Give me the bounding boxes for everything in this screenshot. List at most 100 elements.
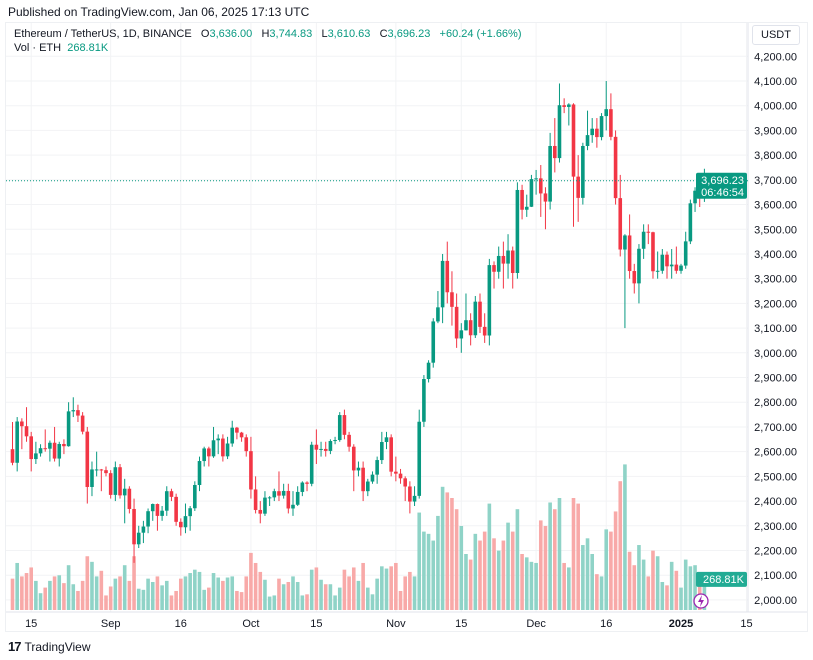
candle-body[interactable] xyxy=(160,510,164,516)
candle-body[interactable] xyxy=(581,145,585,198)
candle-body[interactable] xyxy=(482,326,487,336)
candle-body[interactable] xyxy=(235,427,239,433)
candle-body[interactable] xyxy=(375,460,379,475)
volume-label[interactable]: Vol · ETH xyxy=(14,42,62,54)
candle-body[interactable] xyxy=(132,508,136,545)
candle-body[interactable] xyxy=(384,437,389,443)
candle-body[interactable] xyxy=(646,231,651,233)
candle-body[interactable] xyxy=(506,250,510,264)
candle-body[interactable] xyxy=(534,178,538,180)
candle-body[interactable] xyxy=(34,453,38,460)
candle-body[interactable] xyxy=(52,442,57,459)
candle-body[interactable] xyxy=(548,145,552,202)
candle-body[interactable] xyxy=(669,264,674,267)
candle-body[interactable] xyxy=(146,511,150,527)
candle-body[interactable] xyxy=(253,489,258,510)
candle-body[interactable] xyxy=(48,442,52,449)
candle-body[interactable] xyxy=(122,488,127,496)
candle-body[interactable] xyxy=(150,504,155,512)
candle-body[interactable] xyxy=(609,109,613,137)
candle-body[interactable] xyxy=(538,178,543,194)
candle-body[interactable] xyxy=(80,415,85,432)
candle-body[interactable] xyxy=(202,448,206,462)
candle-body[interactable] xyxy=(403,478,407,487)
candle-body[interactable] xyxy=(225,443,230,457)
candle-body[interactable] xyxy=(394,471,398,474)
candle-body[interactable] xyxy=(496,255,501,272)
candle-body[interactable] xyxy=(333,440,337,442)
candle-body[interactable] xyxy=(351,446,356,471)
candle-body[interactable] xyxy=(319,448,323,450)
candle-body[interactable] xyxy=(328,441,333,451)
candle-body[interactable] xyxy=(524,206,529,210)
candle-body[interactable] xyxy=(211,440,216,457)
candle-body[interactable] xyxy=(57,443,62,459)
candle-body[interactable] xyxy=(553,145,557,159)
candle-body[interactable] xyxy=(43,448,48,450)
candle-body[interactable] xyxy=(136,532,141,545)
candle-body[interactable] xyxy=(347,434,351,447)
candle-body[interactable] xyxy=(356,467,361,471)
candle-body[interactable] xyxy=(679,265,683,271)
candle-body[interactable] xyxy=(473,301,478,336)
candle-body[interactable] xyxy=(267,497,272,499)
candle-body[interactable] xyxy=(454,306,459,339)
candle-body[interactable] xyxy=(300,482,305,492)
candle-body[interactable] xyxy=(655,270,660,272)
candle-body[interactable] xyxy=(113,467,118,495)
candle-body[interactable] xyxy=(174,496,178,522)
candle-body[interactable] xyxy=(595,128,599,138)
candle-body[interactable] xyxy=(169,491,174,497)
candle-body[interactable] xyxy=(529,179,534,207)
candle-body[interactable] xyxy=(510,250,515,273)
candle-body[interactable] xyxy=(604,109,609,117)
candle-body[interactable] xyxy=(188,508,192,517)
candle-body[interactable] xyxy=(66,411,71,447)
candle-body[interactable] xyxy=(543,193,548,202)
candle-body[interactable] xyxy=(515,189,520,273)
candle-body[interactable] xyxy=(459,330,464,339)
candle-body[interactable] xyxy=(314,444,319,450)
candle-body[interactable] xyxy=(576,176,580,198)
candle-body[interactable] xyxy=(258,509,263,514)
candle-body[interactable] xyxy=(361,467,365,492)
candle-body[interactable] xyxy=(431,321,436,363)
candle-body[interactable] xyxy=(309,444,314,484)
candle-body[interactable] xyxy=(62,443,66,447)
candle-body[interactable] xyxy=(221,438,225,457)
tradingview-logo[interactable]: 17 TradingView xyxy=(8,639,91,654)
candle-body[interactable] xyxy=(562,105,566,107)
candle-body[interactable] xyxy=(445,260,450,293)
candle-body[interactable] xyxy=(118,467,122,496)
candle-body[interactable] xyxy=(76,410,80,416)
candle-body[interactable] xyxy=(291,504,295,509)
candle-body[interactable] xyxy=(501,255,506,264)
candle-body[interactable] xyxy=(651,232,655,272)
candle-body[interactable] xyxy=(422,379,426,422)
candle-body[interactable] xyxy=(277,491,281,496)
candle-body[interactable] xyxy=(487,265,492,336)
candle-body[interactable] xyxy=(585,135,590,146)
candle-body[interactable] xyxy=(207,448,211,457)
candle-body[interactable] xyxy=(24,426,29,437)
candle-body[interactable] xyxy=(323,448,328,451)
candle-body[interactable] xyxy=(104,470,108,474)
candle-body[interactable] xyxy=(85,431,90,487)
candle-body[interactable] xyxy=(193,485,197,509)
candle-body[interactable] xyxy=(380,442,384,461)
candle-body[interactable] xyxy=(197,461,202,486)
currency-button[interactable]: USDT xyxy=(752,25,800,45)
candle-body[interactable] xyxy=(520,189,524,210)
candle-body[interactable] xyxy=(90,469,94,487)
candle-body[interactable] xyxy=(127,488,132,509)
candle-body[interactable] xyxy=(623,235,627,250)
candle-body[interactable] xyxy=(305,482,309,484)
candle-body[interactable] xyxy=(436,307,440,322)
candle-body[interactable] xyxy=(627,235,632,272)
candle-body[interactable] xyxy=(660,254,665,271)
candle-body[interactable] xyxy=(337,415,342,441)
candle-body[interactable] xyxy=(38,448,43,454)
candle-body[interactable] xyxy=(263,497,267,514)
candle-body[interactable] xyxy=(249,451,253,490)
candle-body[interactable] xyxy=(164,491,169,511)
